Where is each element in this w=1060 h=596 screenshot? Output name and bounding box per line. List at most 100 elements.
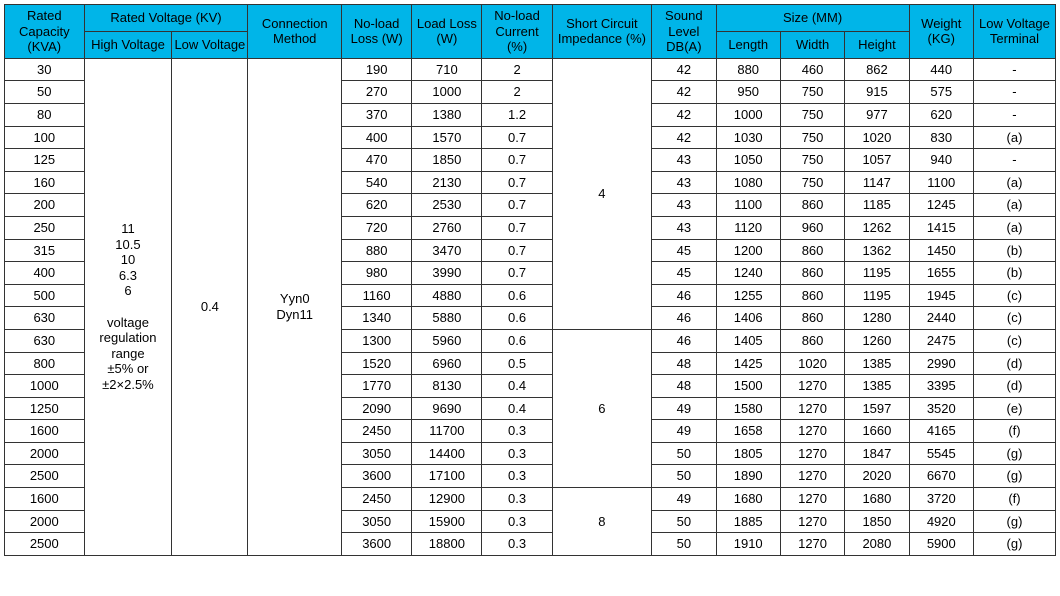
cell-load-loss: 1380 — [412, 103, 482, 126]
cell-length: 1500 — [716, 375, 780, 398]
header-no-load-loss: No-load Loss (W) — [342, 5, 412, 59]
cell-no-load-loss: 2090 — [342, 397, 412, 420]
cell-capacity: 800 — [5, 352, 85, 375]
header-rated-voltage: Rated Voltage (KV) — [84, 5, 248, 32]
cell-height: 2080 — [845, 533, 909, 556]
cell-no-load-loss: 3600 — [342, 465, 412, 488]
cell-height: 1195 — [845, 262, 909, 285]
cell-load-loss: 8130 — [412, 375, 482, 398]
cell-no-load-loss: 980 — [342, 262, 412, 285]
cell-no-load-current: 0.3 — [482, 442, 552, 465]
cell-width: 750 — [780, 81, 844, 104]
cell-load-loss: 3470 — [412, 239, 482, 262]
cell-no-load-current: 0.5 — [482, 352, 552, 375]
cell-length: 1405 — [716, 329, 780, 352]
cell-width: 1270 — [780, 465, 844, 488]
cell-no-load-current: 0.3 — [482, 420, 552, 443]
cell-sound-level: 48 — [652, 352, 716, 375]
cell-weight: 4165 — [909, 420, 973, 443]
cell-width: 1270 — [780, 420, 844, 443]
cell-sound-level: 42 — [652, 126, 716, 149]
cell-length: 1910 — [716, 533, 780, 556]
cell-no-load-loss: 1520 — [342, 352, 412, 375]
cell-capacity: 2000 — [5, 510, 85, 533]
cell-height: 1262 — [845, 216, 909, 239]
cell-low-voltage-terminal: (e) — [973, 397, 1055, 420]
cell-low-voltage-terminal: (a) — [973, 216, 1055, 239]
cell-no-load-loss: 190 — [342, 58, 412, 81]
cell-sound-level: 46 — [652, 284, 716, 307]
cell-weight: 6670 — [909, 465, 973, 488]
cell-load-loss: 6960 — [412, 352, 482, 375]
cell-weight: 1450 — [909, 239, 973, 262]
cell-weight: 1100 — [909, 171, 973, 194]
cell-sound-level: 49 — [652, 488, 716, 511]
cell-load-loss: 14400 — [412, 442, 482, 465]
cell-weight: 440 — [909, 58, 973, 81]
cell-no-load-loss: 370 — [342, 103, 412, 126]
cell-sound-level: 46 — [652, 307, 716, 330]
cell-capacity: 2000 — [5, 442, 85, 465]
header-connection-method: Connection Method — [248, 5, 342, 59]
cell-sound-level: 49 — [652, 397, 716, 420]
cell-length: 1100 — [716, 194, 780, 217]
cell-height: 1680 — [845, 488, 909, 511]
cell-load-loss: 2760 — [412, 216, 482, 239]
cell-length: 1805 — [716, 442, 780, 465]
cell-capacity: 315 — [5, 239, 85, 262]
cell-low-voltage-terminal: (a) — [973, 171, 1055, 194]
cell-width: 1270 — [780, 375, 844, 398]
cell-height: 1057 — [845, 149, 909, 172]
cell-sound-level: 50 — [652, 465, 716, 488]
cell-height: 915 — [845, 81, 909, 104]
cell-no-load-current: 0.7 — [482, 171, 552, 194]
cell-width: 960 — [780, 216, 844, 239]
cell-capacity: 80 — [5, 103, 85, 126]
cell-load-loss: 9690 — [412, 397, 482, 420]
cell-height: 862 — [845, 58, 909, 81]
cell-sound-level: 43 — [652, 194, 716, 217]
header-weight: Weight (KG) — [909, 5, 973, 59]
cell-capacity: 630 — [5, 329, 85, 352]
cell-weight: 940 — [909, 149, 973, 172]
cell-width: 860 — [780, 329, 844, 352]
cell-low-voltage-terminal: (g) — [973, 465, 1055, 488]
cell-low-voltage: 0.4 — [172, 58, 248, 555]
cell-capacity: 1250 — [5, 397, 85, 420]
cell-low-voltage-terminal: (b) — [973, 239, 1055, 262]
cell-height: 1847 — [845, 442, 909, 465]
cell-load-loss: 2130 — [412, 171, 482, 194]
cell-no-load-current: 0.7 — [482, 216, 552, 239]
cell-height: 1362 — [845, 239, 909, 262]
cell-weight: 1245 — [909, 194, 973, 217]
cell-load-loss: 17100 — [412, 465, 482, 488]
cell-length: 1425 — [716, 352, 780, 375]
header-height: Height — [845, 31, 909, 58]
cell-weight: 1655 — [909, 262, 973, 285]
cell-length: 950 — [716, 81, 780, 104]
cell-capacity: 500 — [5, 284, 85, 307]
cell-sound-level: 43 — [652, 216, 716, 239]
cell-load-loss: 1000 — [412, 81, 482, 104]
cell-length: 880 — [716, 58, 780, 81]
header-width: Width — [780, 31, 844, 58]
cell-no-load-loss: 2450 — [342, 488, 412, 511]
cell-weight: 1945 — [909, 284, 973, 307]
cell-length: 1885 — [716, 510, 780, 533]
cell-low-voltage-terminal: (c) — [973, 329, 1055, 352]
cell-length: 1406 — [716, 307, 780, 330]
cell-load-loss: 5960 — [412, 329, 482, 352]
cell-weight: 2990 — [909, 352, 973, 375]
cell-weight: 3520 — [909, 397, 973, 420]
header-rated-capacity: Rated Capacity (KVA) — [5, 5, 85, 59]
cell-sound-level: 50 — [652, 510, 716, 533]
cell-weight: 1415 — [909, 216, 973, 239]
cell-capacity: 200 — [5, 194, 85, 217]
cell-load-loss: 15900 — [412, 510, 482, 533]
cell-no-load-loss: 400 — [342, 126, 412, 149]
cell-capacity: 125 — [5, 149, 85, 172]
cell-no-load-loss: 3050 — [342, 442, 412, 465]
cell-no-load-current: 0.7 — [482, 194, 552, 217]
cell-low-voltage-terminal: (g) — [973, 510, 1055, 533]
cell-weight: 575 — [909, 81, 973, 104]
